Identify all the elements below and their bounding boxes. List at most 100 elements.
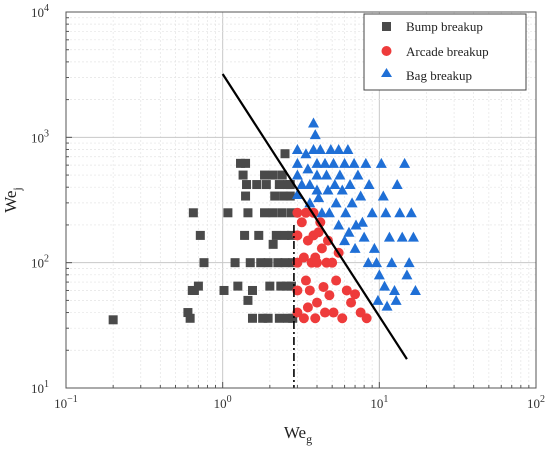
legend-label-bag: Bag breakup xyxy=(406,68,472,83)
point-bump-breakup xyxy=(193,281,203,291)
point-arcade-breakup xyxy=(361,313,372,324)
point-bump-breakup xyxy=(195,230,205,240)
point-bag-breakup xyxy=(342,143,354,154)
point-bag-breakup xyxy=(372,294,384,305)
point-bag-breakup xyxy=(334,169,346,180)
point-bag-breakup xyxy=(314,143,326,154)
point-arcade-breakup xyxy=(296,217,307,228)
point-arcade-breakup xyxy=(298,313,309,324)
point-bag-breakup xyxy=(375,157,387,168)
point-bump-breakup xyxy=(285,191,295,201)
x-tick-label-base: 10 xyxy=(527,396,540,411)
point-bag-breakup xyxy=(349,242,361,253)
point-bump-breakup xyxy=(108,315,118,325)
point-bag-breakup xyxy=(352,169,364,180)
point-arcade-breakup xyxy=(346,297,357,308)
point-bump-breakup xyxy=(283,313,293,323)
point-bump-breakup xyxy=(243,208,253,218)
point-bump-breakup xyxy=(241,191,251,201)
point-arcade-breakup xyxy=(324,290,335,301)
point-bump-breakup xyxy=(274,313,284,323)
x-tick-label-base: 10 xyxy=(54,396,67,411)
point-bag-breakup xyxy=(358,231,370,242)
point-bump-breakup xyxy=(254,230,264,240)
point-bump-breakup xyxy=(276,281,286,291)
point-arcade-breakup xyxy=(313,227,324,238)
point-bag-breakup xyxy=(325,143,337,154)
point-bag-breakup xyxy=(311,157,323,168)
x-tick-label-base: 10 xyxy=(370,396,383,411)
series-bag-breakup xyxy=(291,117,421,311)
point-bag-breakup xyxy=(346,197,358,208)
y-tick-label-exp: 1 xyxy=(44,379,49,390)
point-bag-breakup xyxy=(360,157,372,168)
point-bag-breakup xyxy=(381,300,393,311)
x-tick-label: 100 xyxy=(214,394,232,411)
point-bag-breakup xyxy=(307,117,319,128)
point-bump-breakup xyxy=(223,208,233,218)
point-bag-breakup xyxy=(339,235,351,246)
legend-label-arcade: Arcade breakup xyxy=(406,44,489,59)
point-bag-breakup xyxy=(291,188,303,199)
series-bump-breakup xyxy=(108,149,298,325)
point-bump-breakup xyxy=(252,180,262,190)
point-bag-breakup xyxy=(409,284,421,295)
point-bump-breakup xyxy=(271,230,281,240)
point-bump-breakup xyxy=(283,180,293,190)
x-tick-label: 102 xyxy=(527,394,545,411)
point-bag-breakup xyxy=(300,148,312,159)
point-bump-breakup xyxy=(243,295,253,305)
point-arcade-breakup xyxy=(300,275,311,286)
legend-marker-bump xyxy=(382,22,391,31)
y-tick-label-exp: 3 xyxy=(44,128,49,139)
point-bump-breakup xyxy=(260,170,270,180)
point-bag-breakup xyxy=(333,143,345,154)
x-tick-label-exp: 0 xyxy=(227,394,232,405)
point-bag-breakup xyxy=(304,179,316,190)
point-bump-breakup xyxy=(280,258,290,268)
point-bag-breakup xyxy=(356,216,368,227)
point-bump-breakup xyxy=(219,285,229,295)
point-bag-breakup xyxy=(368,242,380,253)
point-arcade-breakup xyxy=(310,313,321,324)
point-arcade-breakup xyxy=(350,289,361,300)
legend-marker-arcade xyxy=(381,46,392,56)
point-arcade-breakup xyxy=(337,313,348,324)
point-bag-breakup xyxy=(377,190,389,201)
regime-boundary-line xyxy=(221,73,408,360)
plot-area xyxy=(108,73,421,388)
point-bag-breakup xyxy=(291,157,303,168)
plot-frame xyxy=(65,11,537,389)
point-bag-breakup xyxy=(302,163,314,174)
point-bag-breakup xyxy=(366,207,378,218)
point-bag-breakup xyxy=(313,192,325,203)
point-bump-breakup xyxy=(268,170,278,180)
legend-marker-bag xyxy=(381,68,392,77)
point-bag-breakup xyxy=(383,231,395,242)
x-axis-label-base: We xyxy=(284,423,306,442)
point-arcade-breakup xyxy=(292,307,303,318)
point-arcade-breakup xyxy=(298,252,309,263)
point-arcade-breakup xyxy=(327,257,338,268)
point-bag-breakup xyxy=(403,257,415,268)
point-bag-breakup xyxy=(330,197,342,208)
y-tick-label-base: 10 xyxy=(31,5,44,20)
point-bag-breakup xyxy=(320,169,332,180)
point-bump-breakup xyxy=(265,281,275,291)
point-bump-breakup xyxy=(277,170,287,180)
point-bag-breakup xyxy=(371,257,383,268)
point-bump-breakup xyxy=(268,239,278,249)
point-bag-breakup xyxy=(407,231,419,242)
point-bag-breakup xyxy=(311,184,323,195)
point-bump-breakup xyxy=(185,313,195,323)
y-axis-label-sub: j xyxy=(10,187,24,191)
x-axis-label: Weg xyxy=(284,423,312,446)
point-bump-breakup xyxy=(241,158,251,168)
point-bump-breakup xyxy=(280,149,290,159)
point-bump-breakup xyxy=(236,158,246,168)
point-bag-breakup xyxy=(363,179,375,190)
point-bag-breakup xyxy=(380,207,392,218)
point-bag-breakup xyxy=(396,231,408,242)
point-bag-breakup xyxy=(389,284,401,295)
